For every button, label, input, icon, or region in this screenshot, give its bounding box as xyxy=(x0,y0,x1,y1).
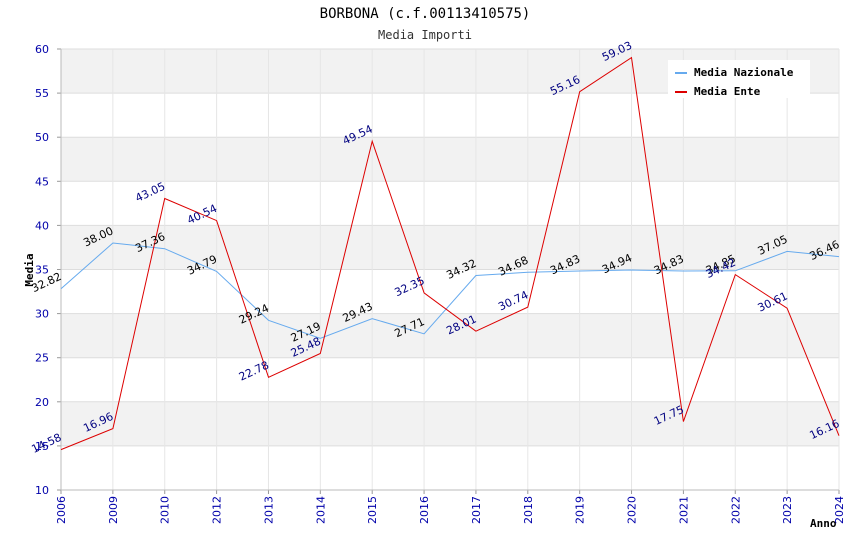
series-line-media-nazionale xyxy=(60,242,840,339)
x-tick-label: 2006 xyxy=(55,496,68,524)
x-tick-labels: 2006 2009 2010 2012 2013 2014 2015 2016 2017 2018… xyxy=(55,496,846,524)
plot-band xyxy=(61,445,839,490)
y-tick-label: 40 xyxy=(35,219,49,232)
x-tick-label: 2019 xyxy=(574,496,587,524)
x-tick-label: 2018 xyxy=(522,496,535,524)
plot-band xyxy=(61,93,839,138)
y-tick-label: 20 xyxy=(35,396,49,409)
x-tick-label: 2022 xyxy=(729,496,742,524)
plot-band xyxy=(61,313,839,358)
plot-bands xyxy=(61,49,839,490)
x-tick-label: 2017 xyxy=(470,496,483,524)
x-tick-label: 2023 xyxy=(781,496,794,524)
chart-title: BORBONA (c.f.00113410575) xyxy=(320,6,531,22)
legend: Media Nazionale Media Ente xyxy=(668,60,810,98)
plot-band xyxy=(61,137,839,182)
series-line-media-ente xyxy=(60,56,840,451)
x-tick-label: 2015 xyxy=(366,496,379,524)
y-tick-labels: 10 15 20 25 30 35 40 45 50 55 60 xyxy=(35,43,49,497)
plot-band xyxy=(61,225,839,270)
x-tick-label: 2016 xyxy=(418,496,431,524)
plot-band xyxy=(61,269,839,314)
plot-band xyxy=(61,181,839,226)
plot-band xyxy=(61,357,839,402)
series-lines xyxy=(60,56,840,451)
plot-band xyxy=(61,401,839,446)
y-tick-label: 55 xyxy=(35,87,49,100)
x-tick-label: 2009 xyxy=(107,496,120,524)
y-tick-label: 50 xyxy=(35,131,49,144)
x-tick-label: 2014 xyxy=(314,496,327,524)
x-tick-label: 2013 xyxy=(262,496,275,524)
x-tick-label: 2021 xyxy=(677,496,690,524)
x-axis-label: Anno xyxy=(810,517,837,530)
y-tick-label: 45 xyxy=(35,175,49,188)
x-tick-label: 2010 xyxy=(159,496,172,524)
x-tick-label: 2012 xyxy=(211,496,224,524)
x-tick-label: 2020 xyxy=(626,496,639,524)
legend-box xyxy=(668,60,810,98)
y-tick-label: 30 xyxy=(35,308,49,321)
y-tick-label: 60 xyxy=(35,43,49,56)
y-tick-label: 15 xyxy=(35,440,49,453)
chart-subtitle: Media Importi xyxy=(378,28,472,42)
legend-label-media-ente: Media Ente xyxy=(694,85,761,98)
y-tick-label: 35 xyxy=(35,264,49,277)
axes xyxy=(57,48,840,494)
x-tick-label: 2024 xyxy=(833,496,846,524)
y-tick-label: 10 xyxy=(35,484,49,497)
legend-label-media-nazionale: Media Nazionale xyxy=(694,66,794,79)
y-axis-label: Media xyxy=(23,253,36,286)
y-tick-label: 25 xyxy=(35,352,49,365)
